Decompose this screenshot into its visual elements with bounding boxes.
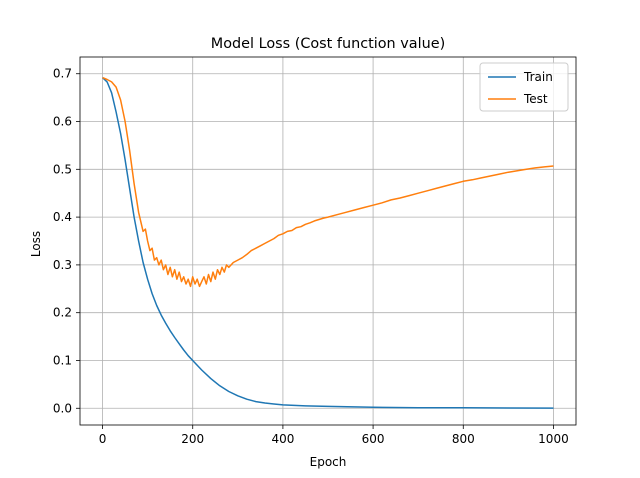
y-tick-label: 0.7 bbox=[53, 67, 72, 81]
chart-title: Model Loss (Cost function value) bbox=[211, 36, 445, 52]
axes-frame bbox=[79, 56, 577, 426]
x-tick-label: 200 bbox=[181, 432, 204, 446]
x-tick-label: 1000 bbox=[538, 432, 569, 446]
legend-label-test: Test bbox=[523, 92, 548, 106]
y-tick-label: 0.5 bbox=[53, 162, 72, 176]
x-tick-label: 600 bbox=[362, 432, 385, 446]
y-tick-label: 0.2 bbox=[53, 306, 72, 320]
legend-label-train: Train bbox=[523, 70, 553, 84]
y-tick-label: 0.0 bbox=[53, 401, 72, 415]
y-tick-label: 0.3 bbox=[53, 258, 72, 272]
plot-area: 0 200 400 600 800 1000 0.0 0.1 0.2 0.3 0.4 0.5 0.6 0.… bbox=[53, 56, 577, 446]
y-tick-label: 0.6 bbox=[53, 115, 72, 129]
x-tick-label: 0 bbox=[99, 432, 107, 446]
y-tick-label: 0.1 bbox=[53, 353, 72, 367]
y-tick-label: 0.4 bbox=[53, 210, 72, 224]
y-axis-label: Loss bbox=[29, 231, 43, 257]
x-tick-label: 400 bbox=[271, 432, 294, 446]
x-axis-label: Epoch bbox=[310, 455, 347, 469]
series-line-train bbox=[101, 77, 554, 409]
series-line-test bbox=[102, 76, 554, 288]
x-tick-label: 800 bbox=[452, 432, 475, 446]
